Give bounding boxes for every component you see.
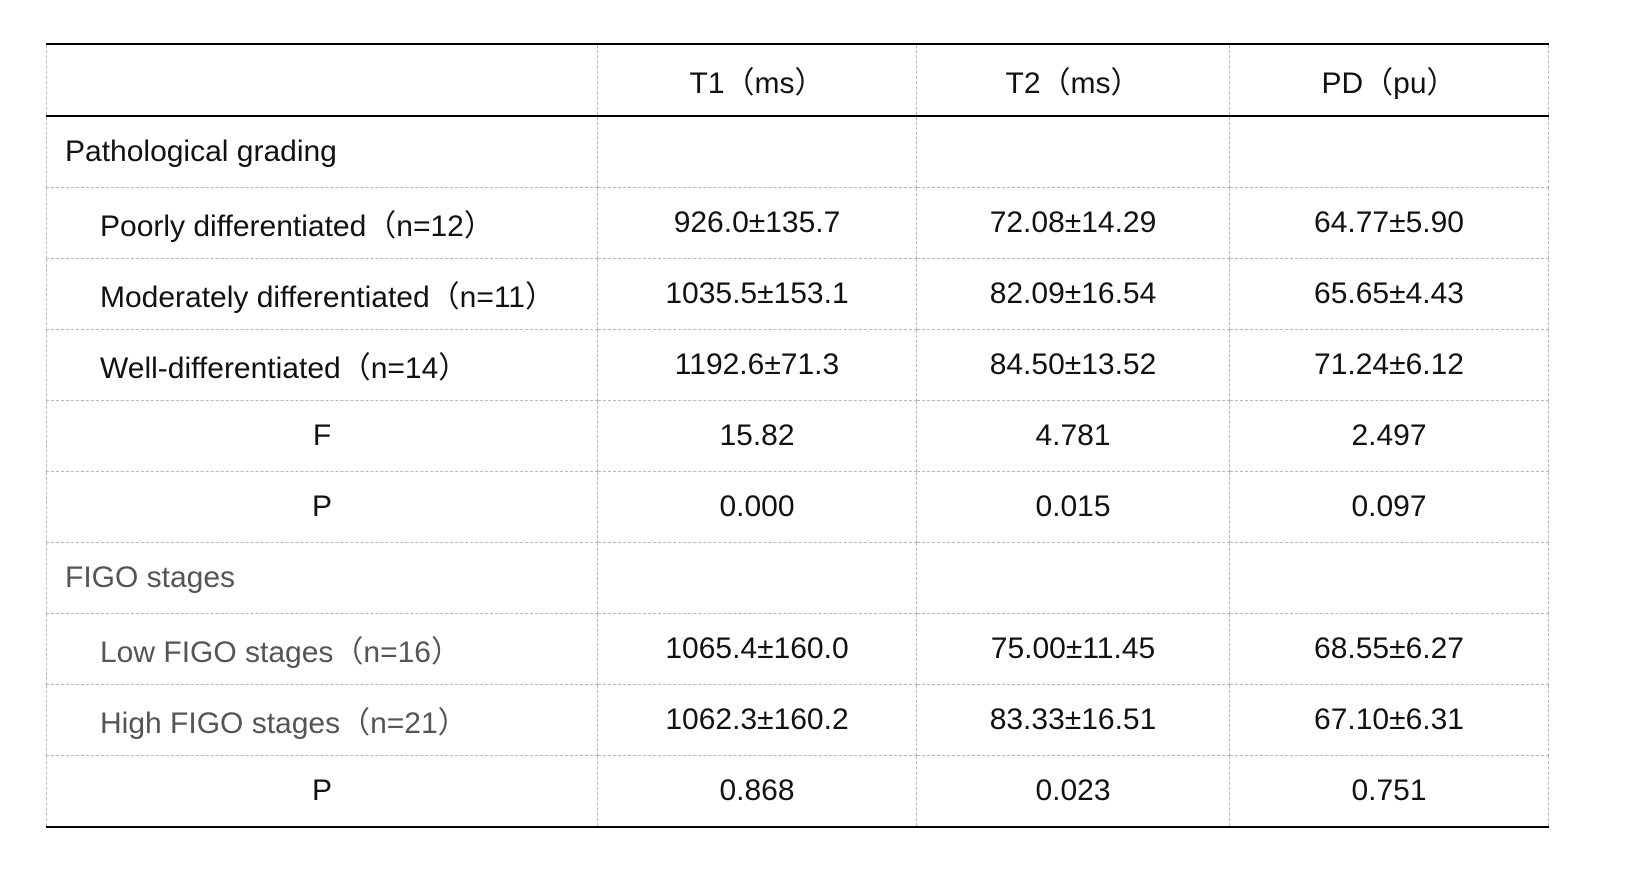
empty-cell — [1229, 115, 1549, 188]
data-row: Moderately differentiated（n=11） 1035.5±15… — [46, 258, 1549, 330]
value-cell: 83.33±16.51 — [916, 684, 1230, 756]
data-row: F 15.82 4.781 2.497 — [46, 400, 1549, 472]
empty-cell — [1229, 542, 1549, 614]
header-cell: PD（pu） — [1229, 43, 1549, 117]
row-label: F — [46, 400, 598, 472]
value-cell: 64.77±5.90 — [1229, 187, 1549, 259]
empty-cell — [597, 542, 917, 614]
value-cell: 926.0±135.7 — [597, 187, 917, 259]
data-row: Low FIGO stages（n=16） 1065.4±160.0 75.00±1… — [46, 613, 1549, 685]
value-cell: 82.09±16.54 — [916, 258, 1230, 330]
value-cell: 0.751 — [1229, 755, 1549, 828]
value-cell: 0.097 — [1229, 471, 1549, 543]
header-row: T1（ms） T2（ms） PD（pu） — [46, 43, 1549, 117]
empty-cell — [916, 542, 1230, 614]
value-cell: 72.08±14.29 — [916, 187, 1230, 259]
row-label: P — [46, 471, 598, 543]
results-table: T1（ms） T2（ms） PD（pu） Pathological gradin… — [46, 43, 1549, 828]
value-cell: 2.497 — [1229, 400, 1549, 472]
group-row: FIGO stages — [46, 542, 1549, 614]
header-cell: T1（ms） — [597, 43, 917, 117]
group-label: Pathological grading — [46, 115, 598, 188]
value-cell: 84.50±13.52 — [916, 329, 1230, 401]
corner-cell — [46, 43, 598, 117]
value-cell: 1065.4±160.0 — [597, 613, 917, 685]
row-label: Well-differentiated（n=14） — [46, 329, 598, 401]
value-cell: 0.015 — [916, 471, 1230, 543]
row-label: Low FIGO stages（n=16） — [46, 613, 598, 685]
value-cell: 68.55±6.27 — [1229, 613, 1549, 685]
value-cell: 67.10±6.31 — [1229, 684, 1549, 756]
data-row: Well-differentiated（n=14） 1192.6±71.3 84.5… — [46, 329, 1549, 401]
header-cell: T2（ms） — [916, 43, 1230, 117]
value-cell: 1035.5±153.1 — [597, 258, 917, 330]
row-label: Moderately differentiated（n=11） — [46, 258, 598, 330]
value-cell: 71.24±6.12 — [1229, 329, 1549, 401]
value-cell: 65.65±4.43 — [1229, 258, 1549, 330]
group-row: Pathological grading — [46, 115, 1549, 188]
data-row: Poorly differentiated（n=12） 926.0±135.7 72… — [46, 187, 1549, 259]
value-cell: 0.868 — [597, 755, 917, 828]
row-label: High FIGO stages（n=21） — [46, 684, 598, 756]
value-cell: 1062.3±160.2 — [597, 684, 917, 756]
data-row: High FIGO stages（n=21） 1062.3±160.2 83.33±… — [46, 684, 1549, 756]
empty-cell — [597, 115, 917, 188]
row-label: Poorly differentiated（n=12） — [46, 187, 598, 259]
value-cell: 4.781 — [916, 400, 1230, 472]
group-label: FIGO stages — [46, 542, 598, 614]
row-label: P — [46, 755, 598, 828]
value-cell: 0.023 — [916, 755, 1230, 828]
value-cell: 15.82 — [597, 400, 917, 472]
value-cell: 75.00±11.45 — [916, 613, 1230, 685]
data-row: P 0.000 0.015 0.097 — [46, 471, 1549, 543]
value-cell: 1192.6±71.3 — [597, 329, 917, 401]
data-row: P 0.868 0.023 0.751 — [46, 755, 1549, 828]
empty-cell — [916, 115, 1230, 188]
value-cell: 0.000 — [597, 471, 917, 543]
